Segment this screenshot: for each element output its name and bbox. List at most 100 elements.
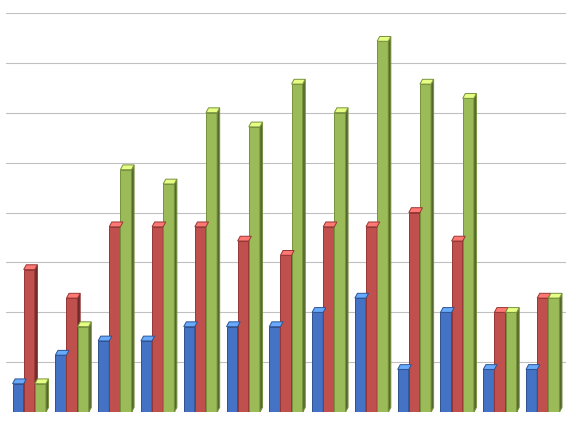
Polygon shape bbox=[431, 79, 434, 412]
Polygon shape bbox=[549, 293, 562, 298]
Polygon shape bbox=[506, 308, 519, 312]
Bar bbox=[195, 227, 206, 412]
Bar bbox=[549, 298, 559, 412]
Polygon shape bbox=[89, 322, 92, 412]
Polygon shape bbox=[366, 222, 380, 227]
Polygon shape bbox=[409, 365, 411, 412]
Polygon shape bbox=[517, 308, 519, 412]
Polygon shape bbox=[526, 365, 540, 369]
Bar bbox=[312, 312, 323, 412]
Polygon shape bbox=[494, 365, 497, 412]
Polygon shape bbox=[13, 379, 26, 384]
Polygon shape bbox=[483, 365, 497, 369]
Polygon shape bbox=[206, 108, 220, 113]
Bar bbox=[249, 127, 260, 412]
Polygon shape bbox=[152, 336, 154, 412]
Polygon shape bbox=[141, 336, 154, 341]
Polygon shape bbox=[335, 108, 348, 113]
Bar bbox=[152, 227, 163, 412]
Polygon shape bbox=[474, 94, 476, 412]
Polygon shape bbox=[249, 122, 263, 127]
Polygon shape bbox=[163, 222, 166, 412]
Polygon shape bbox=[323, 308, 326, 412]
Bar bbox=[237, 241, 249, 412]
Polygon shape bbox=[227, 322, 240, 327]
Bar bbox=[335, 113, 345, 412]
Polygon shape bbox=[184, 322, 197, 327]
Bar bbox=[55, 355, 66, 412]
Bar bbox=[420, 84, 431, 412]
Polygon shape bbox=[35, 379, 49, 384]
Bar bbox=[206, 113, 217, 412]
Bar bbox=[280, 255, 292, 412]
Polygon shape bbox=[292, 250, 294, 412]
Bar bbox=[323, 227, 335, 412]
Bar bbox=[292, 84, 303, 412]
Polygon shape bbox=[303, 79, 305, 412]
Bar bbox=[163, 184, 174, 412]
Polygon shape bbox=[217, 108, 220, 412]
Polygon shape bbox=[132, 165, 134, 412]
Polygon shape bbox=[249, 236, 251, 412]
Polygon shape bbox=[452, 236, 465, 241]
Polygon shape bbox=[237, 236, 251, 241]
Bar bbox=[506, 312, 517, 412]
Bar bbox=[141, 341, 152, 412]
Bar bbox=[109, 227, 120, 412]
Polygon shape bbox=[420, 79, 434, 84]
Bar bbox=[35, 384, 46, 412]
Polygon shape bbox=[280, 322, 283, 412]
Bar bbox=[78, 327, 89, 412]
Polygon shape bbox=[78, 322, 92, 327]
Bar bbox=[440, 312, 452, 412]
Polygon shape bbox=[559, 293, 562, 412]
Polygon shape bbox=[23, 265, 37, 269]
Polygon shape bbox=[292, 79, 305, 84]
Polygon shape bbox=[537, 293, 551, 298]
Polygon shape bbox=[120, 222, 123, 412]
Polygon shape bbox=[323, 222, 337, 227]
Bar bbox=[227, 327, 237, 412]
Polygon shape bbox=[355, 293, 368, 298]
Bar bbox=[398, 369, 409, 412]
Bar bbox=[409, 212, 420, 412]
Bar bbox=[66, 298, 78, 412]
Polygon shape bbox=[109, 336, 112, 412]
Polygon shape bbox=[537, 365, 540, 412]
Polygon shape bbox=[206, 222, 209, 412]
Polygon shape bbox=[280, 250, 294, 255]
Polygon shape bbox=[420, 208, 423, 412]
Polygon shape bbox=[345, 108, 348, 412]
Bar bbox=[184, 327, 195, 412]
Polygon shape bbox=[195, 322, 197, 412]
Bar bbox=[13, 384, 23, 412]
Polygon shape bbox=[152, 222, 166, 227]
Polygon shape bbox=[174, 179, 177, 412]
Polygon shape bbox=[46, 379, 49, 412]
Polygon shape bbox=[269, 322, 283, 327]
Polygon shape bbox=[35, 265, 37, 412]
Polygon shape bbox=[66, 293, 80, 298]
Polygon shape bbox=[440, 308, 454, 312]
Bar bbox=[366, 227, 377, 412]
Polygon shape bbox=[549, 293, 551, 412]
Polygon shape bbox=[195, 222, 209, 227]
Polygon shape bbox=[66, 350, 69, 412]
Polygon shape bbox=[335, 222, 337, 412]
Polygon shape bbox=[98, 336, 112, 341]
Polygon shape bbox=[494, 308, 508, 312]
Polygon shape bbox=[163, 179, 177, 184]
Polygon shape bbox=[23, 379, 26, 412]
Polygon shape bbox=[388, 37, 391, 412]
Bar bbox=[494, 312, 506, 412]
Polygon shape bbox=[120, 165, 134, 170]
Polygon shape bbox=[237, 322, 240, 412]
Polygon shape bbox=[312, 308, 326, 312]
Bar bbox=[98, 341, 109, 412]
Polygon shape bbox=[452, 308, 454, 412]
Bar bbox=[120, 170, 132, 412]
Polygon shape bbox=[463, 94, 476, 98]
Bar bbox=[452, 241, 463, 412]
Polygon shape bbox=[398, 365, 411, 369]
Bar bbox=[355, 298, 366, 412]
